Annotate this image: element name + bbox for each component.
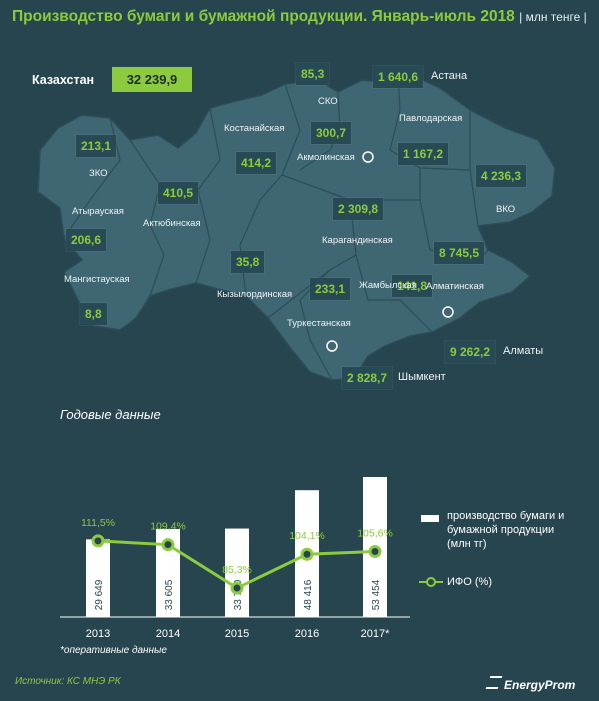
annual-chart: 29 649 2013 33 605 2014 33 770 2015 48 416 2016… <box>60 477 410 640</box>
name-turkestan: Туркестанская <box>287 318 351 329</box>
value-turkestan: 233,1 <box>310 278 351 300</box>
legend-line-label: ИФО (%) <box>447 576 492 588</box>
value-kyzylorda: 35,8 <box>231 251 265 273</box>
page-title: Производство бумаги и бумажной продукции… <box>12 8 587 26</box>
astana-dot <box>362 151 374 163</box>
ifo-point-2014 <box>161 538 175 552</box>
name-kyzylorda: Кызылординская <box>217 289 293 300</box>
value-zhambyl: 141,8 <box>392 275 433 297</box>
ifo-label-2013: 111,5% <box>81 517 115 529</box>
ifo-point-2017* <box>368 545 382 559</box>
legend-bar-swatch <box>421 515 439 522</box>
name-kostanay: Костанайская <box>224 123 285 134</box>
logo: EnergyProm <box>485 676 576 692</box>
name-atyrau: Атырауская <box>72 206 124 217</box>
value-astana: 1 640,6 <box>373 66 424 88</box>
bar-label-2013: 29 649 <box>94 579 105 610</box>
chart-section-title: Годовые данные <box>60 407 161 422</box>
value-akmola: 300,7 <box>311 122 352 144</box>
logo-text: EnergyProm <box>504 678 576 692</box>
kazakhstan-map <box>37 71 556 381</box>
ifo-point-2015 <box>230 581 244 595</box>
ifo-point-2013 <box>91 534 105 548</box>
name-zhambyl: Жамбылская <box>359 280 417 291</box>
value-shymkent: 2 828,7 <box>342 367 393 389</box>
name-vko: ВКО <box>496 204 516 215</box>
name-pavlodar: Павлодарская <box>399 113 463 124</box>
name-aktobe: Актюбинская <box>143 218 201 229</box>
country-value: 32 239,9 <box>112 67 192 92</box>
name-akmola: Акмолинская <box>297 152 355 163</box>
title-text: Производство бумаги и бумажной продукции… <box>12 8 515 25</box>
shymkent-dot <box>326 340 338 352</box>
name-shymkent: Шымкент <box>398 371 446 383</box>
ifo-label-2017*: 105,6% <box>357 528 393 540</box>
ifo-label-2014: 109,4% <box>150 521 186 533</box>
ifo-label-2015: 85,3% <box>222 564 252 576</box>
x-tick-2017*: 2017* <box>361 628 390 640</box>
x-tick-2014: 2014 <box>156 628 180 640</box>
bar-2013 <box>86 539 110 617</box>
name-zko: ЗКО <box>89 168 108 179</box>
value-aktobe: 410,5 <box>158 182 199 204</box>
almaty-dot <box>442 306 454 318</box>
value-atyrau: 206,6 <box>66 229 107 251</box>
ifo-point-2016 <box>300 547 314 561</box>
value-sko: 85,3 <box>296 63 330 85</box>
bar-label-2017*: 53 454 <box>371 579 382 610</box>
value-almaty-region: 8 745,5 <box>434 242 485 264</box>
bar-label-2016: 48 416 <box>303 579 314 610</box>
name-karaganda: Карагандинская <box>322 235 393 246</box>
value-mangystau: 8,8 <box>80 303 107 325</box>
value-kostanay: 414,2 <box>236 152 277 174</box>
bar-label-2015: 33 770 <box>233 579 244 610</box>
title-unit: | млн тенге | <box>519 10 587 24</box>
footnote: *оперативные данные <box>60 645 167 656</box>
source: Источник: КС МНЭ РК <box>15 676 121 687</box>
x-tick-2016: 2016 <box>295 628 319 640</box>
value-almaty-city: 9 262,2 <box>445 341 496 363</box>
name-mangystau: Мангистауская <box>64 274 130 285</box>
name-almaty-city: Алматы <box>503 345 544 357</box>
x-tick-2015: 2015 <box>225 628 249 640</box>
bar-2015 <box>225 528 249 617</box>
value-karaganda: 2 309,8 <box>333 198 384 220</box>
value-zko: 213,1 <box>76 135 117 157</box>
logo-icon <box>485 676 503 689</box>
name-sko: СКО <box>318 96 338 107</box>
legend-bar-label: производство бумаги и бумажной продукции… <box>447 510 565 550</box>
name-almaty-region: Алматинская <box>426 281 484 292</box>
country-label: Казахстан <box>32 73 95 87</box>
legend-line-swatch <box>419 577 443 587</box>
bar-label-2014: 33 605 <box>164 579 175 610</box>
value-pavlodar: 1 167,2 <box>398 143 449 165</box>
value-vko: 4 236,3 <box>476 165 527 187</box>
x-tick-2013: 2013 <box>86 628 110 640</box>
ifo-label-2016: 104,1% <box>289 530 325 542</box>
name-astana: Астана <box>431 70 468 82</box>
